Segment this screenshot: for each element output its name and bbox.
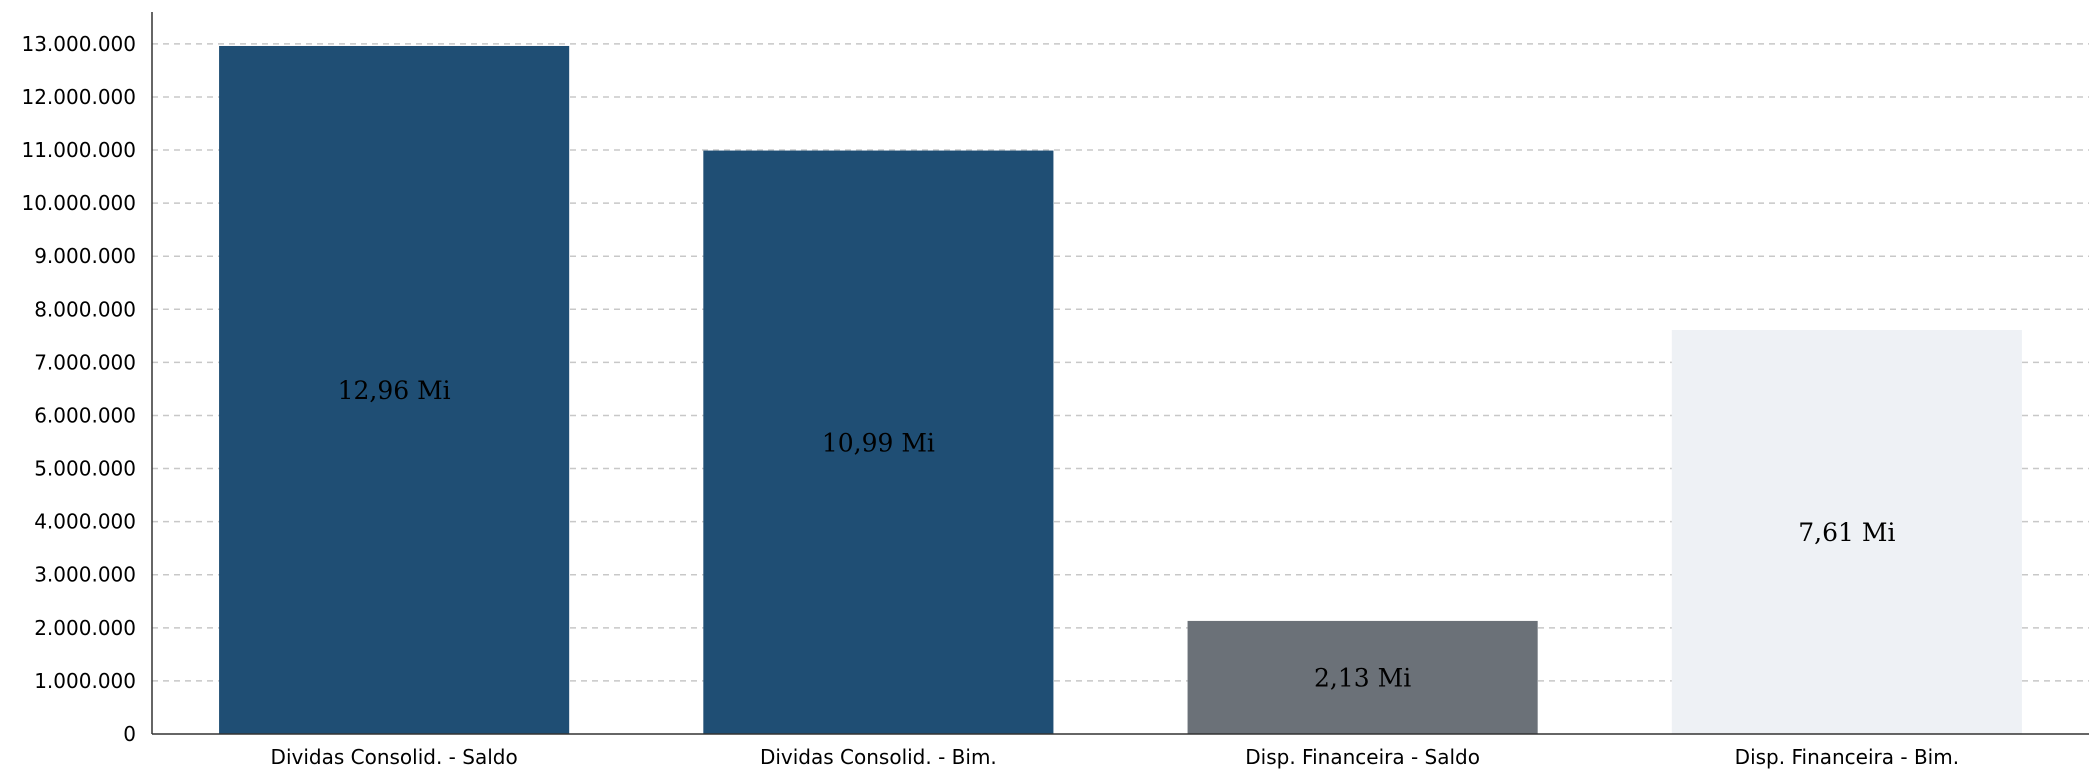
y-tick-label: 13.000.000 — [21, 32, 136, 56]
y-tick-label: 7.000.000 — [34, 350, 136, 374]
bar — [219, 45, 570, 735]
bar — [703, 150, 1054, 734]
bar — [1187, 620, 1538, 734]
axes — [151, 12, 2089, 735]
y-tick-labels: 0 1.000.000 2.000.000 3.000.000 4.000.000 5.0… — [21, 32, 136, 746]
bar-value-label: 10,99 Mi — [822, 428, 935, 457]
y-tick-label: 5.000.000 — [34, 457, 136, 481]
y-tick-label: 8.000.000 — [34, 297, 136, 321]
x-tick-label: Dividas Consolid. - Saldo — [271, 745, 518, 769]
x-tick-label: Disp. Financeira - Saldo — [1245, 745, 1480, 769]
y-tick-label: 0 — [123, 722, 136, 746]
bar — [1671, 329, 2022, 734]
y-tick-label: 10.000.000 — [21, 191, 136, 215]
bar-value-label: 7,61 Mi — [1798, 518, 1895, 547]
y-tick-label: 4.000.000 — [34, 510, 136, 534]
y-tick-label: 2.000.000 — [34, 616, 136, 640]
bars — [219, 45, 2022, 735]
y-tick-label: 11.000.000 — [21, 138, 136, 162]
y-tick-label: 1.000.000 — [34, 669, 136, 693]
x-tick-label: Dividas Consolid. - Bim. — [760, 745, 997, 769]
x-tick-labels: Dividas Consolid. - Saldo Dividas Consoli… — [271, 745, 1960, 769]
data-labels: 12,96 Mi 10,99 Mi 2,13 Mi 7,61 Mi — [338, 376, 1896, 692]
y-tick-label: 12.000.000 — [21, 85, 136, 109]
y-tick-label: 9.000.000 — [34, 244, 136, 268]
x-tick-label: Disp. Financeira - Bim. — [1735, 745, 1959, 769]
bar-value-label: 12,96 Mi — [338, 376, 451, 405]
y-tick-label: 6.000.000 — [34, 403, 136, 427]
bar-value-label: 2,13 Mi — [1314, 663, 1411, 692]
y-tick-label: 3.000.000 — [34, 563, 136, 587]
